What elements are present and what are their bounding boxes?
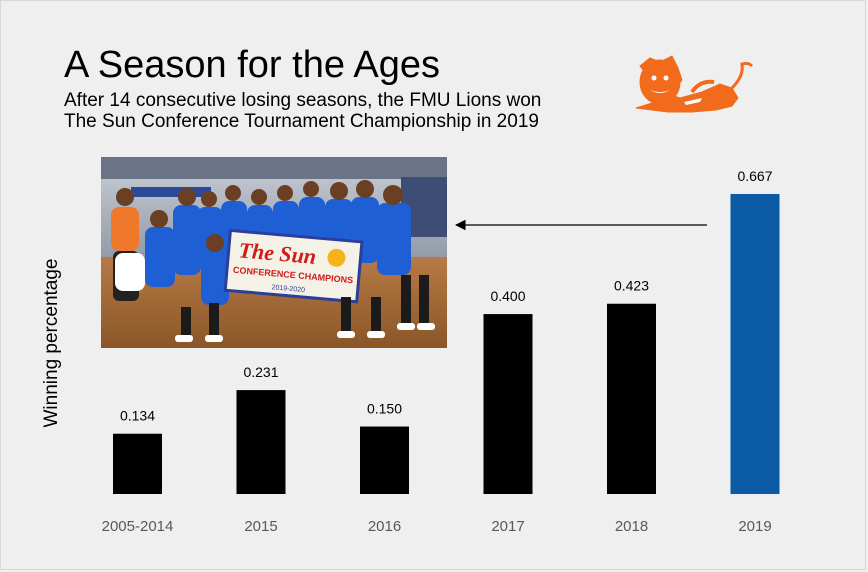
team-photo-illustration: The Sun CONFERENCE CHAMPIONS 2019-2020: [101, 157, 447, 348]
lion-mascot-icon: [635, 55, 754, 113]
value-label-2018: 0.423: [614, 278, 649, 294]
bar-2005-2014: [113, 433, 162, 494]
chart-subtitle-line-2: The Sun Conference Tournament Championsh…: [64, 111, 539, 132]
bars-group: [113, 194, 780, 494]
value-label-2017: 0.400: [490, 288, 525, 304]
x-tick-label-2019: 2019: [738, 518, 771, 535]
x-tick-label-2018: 2018: [615, 518, 648, 535]
x-tick-label-2017: 2017: [491, 518, 524, 535]
value-label-2019: 0.667: [737, 168, 772, 184]
bar-2017: [483, 314, 533, 494]
x-tick-label-2016: 2016: [368, 518, 401, 535]
x-tick-label-2015: 2015: [244, 518, 277, 535]
x-tick-labels-group: 2005-2014 2015 2016 2017 2018 2019: [102, 518, 772, 535]
chart-subtitle-line-1: After 14 consecutive losing seasons, the…: [64, 90, 542, 111]
value-labels-group: 0.134 0.231 0.150 0.400 0.423 0.667: [120, 168, 773, 424]
bar-2018: [607, 303, 656, 494]
team-photo: The Sun CONFERENCE CHAMPIONS 2019-2020: [101, 157, 447, 348]
value-label-2016: 0.150: [367, 401, 402, 417]
bar-2016: [360, 426, 409, 494]
bar-2015: [236, 390, 286, 494]
value-label-2005-2014: 0.134: [120, 408, 155, 424]
value-label-2015: 0.231: [243, 364, 278, 380]
banner-detail: 2019-2020: [271, 284, 305, 294]
x-tick-label-2005-2014: 2005-2014: [102, 518, 174, 535]
chart-title: A Season for the Ages: [64, 44, 441, 86]
bar-2019: [730, 194, 780, 494]
